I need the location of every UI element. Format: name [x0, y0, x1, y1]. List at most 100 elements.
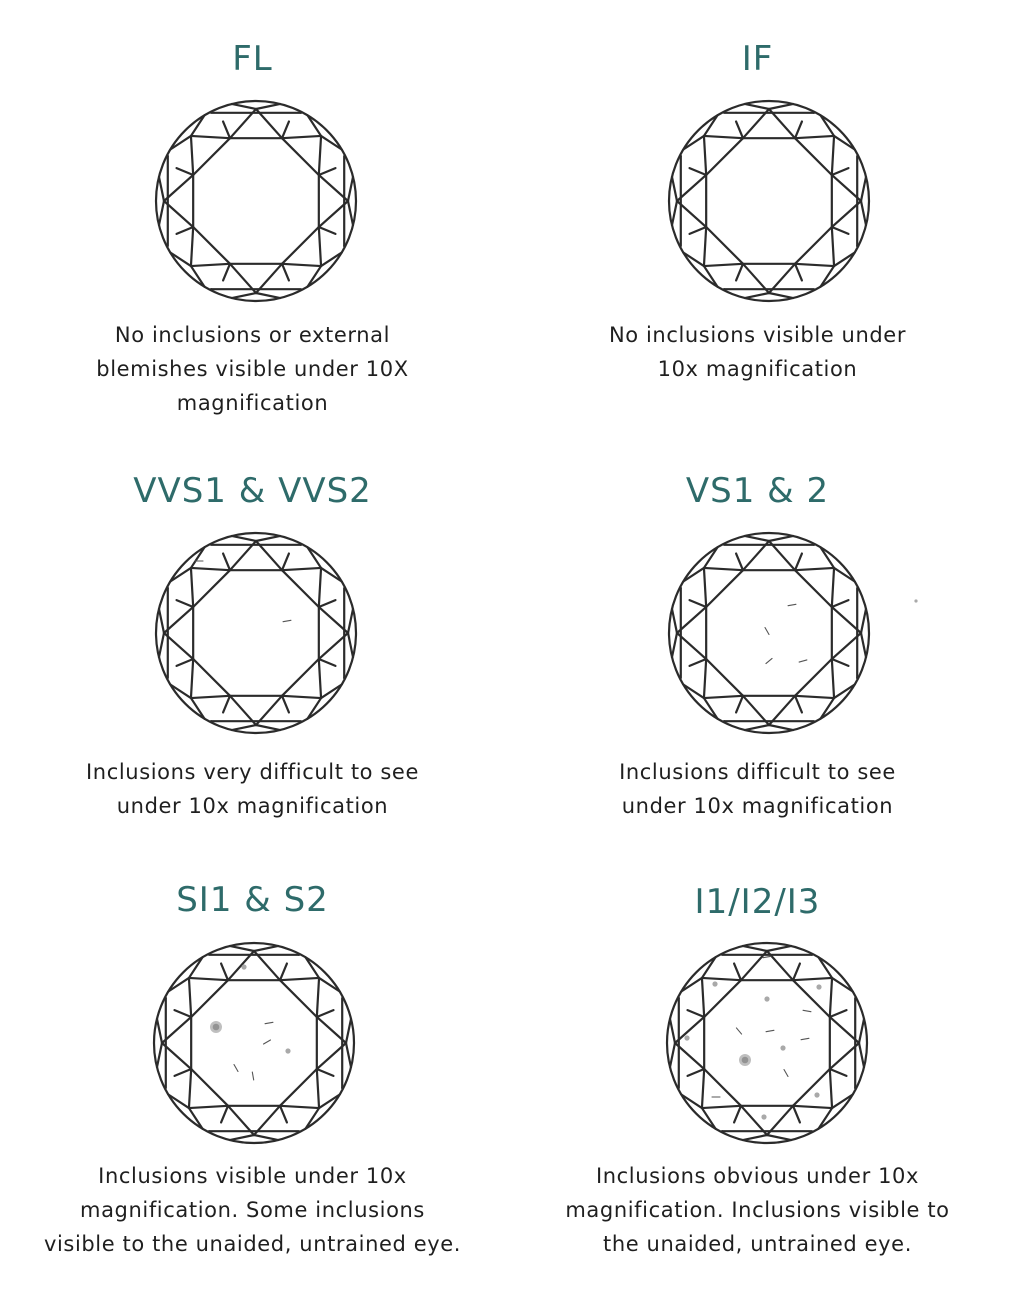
facet-line — [702, 566, 708, 609]
inclusion-dot — [761, 1114, 767, 1120]
facet-line — [169, 566, 193, 583]
facet-line — [702, 657, 708, 700]
facet-line — [830, 225, 850, 236]
facet-line — [702, 566, 745, 572]
description-line: magnification. Some inclusions — [80, 1198, 425, 1222]
facet-line — [828, 1067, 848, 1078]
facet-line — [793, 566, 836, 572]
facet-line — [688, 657, 708, 668]
facet-line — [175, 166, 195, 177]
facet-line — [700, 1106, 717, 1130]
facet-line — [189, 566, 195, 609]
facet-line — [175, 225, 195, 236]
facet-line — [344, 1017, 353, 1045]
facet-line — [705, 569, 745, 609]
facet-line — [830, 976, 854, 993]
facet-line — [278, 979, 318, 1019]
facet-line — [157, 607, 166, 635]
facet-line — [304, 1106, 321, 1130]
facet-line — [221, 120, 232, 140]
diamond-facets — [667, 531, 871, 735]
facet-line — [702, 134, 745, 140]
facet-line — [315, 1067, 321, 1110]
facet-line — [280, 262, 291, 282]
facet-line — [830, 566, 836, 609]
inclusion-dot — [814, 1092, 820, 1098]
facet-line — [280, 134, 323, 140]
facet-line — [189, 694, 232, 700]
grade-card-if: IF No inclusions visible under 10x magni… — [505, 0, 1010, 440]
facet-line — [819, 546, 836, 570]
diamond-diagram — [154, 531, 358, 735]
inclusion-mark — [798, 659, 808, 663]
facet-line — [319, 134, 343, 151]
facet-line — [668, 1041, 677, 1069]
facet-line — [221, 262, 232, 282]
facet-line — [280, 552, 291, 572]
inclusion-dot — [684, 1035, 690, 1041]
facet-line — [317, 1093, 341, 1110]
inclusion-mark — [233, 1063, 239, 1073]
facet-line — [306, 114, 323, 138]
facet-line — [668, 1017, 677, 1045]
diamond-facets — [667, 99, 871, 303]
facet-line — [767, 291, 795, 300]
facet-line — [702, 264, 719, 288]
facet-line — [857, 1017, 866, 1045]
facet-line — [167, 1093, 191, 1110]
facet-line — [688, 166, 708, 177]
facet-line — [187, 1067, 193, 1110]
inclusion-dot — [914, 599, 918, 603]
facet-line — [157, 199, 166, 227]
facet-line — [819, 264, 836, 288]
grade-description: No inclusions visible under 10x magnific… — [505, 318, 1010, 386]
facet-line — [700, 1067, 706, 1110]
facet-line — [859, 199, 868, 227]
facet-line — [346, 607, 355, 635]
facet-line — [686, 1067, 706, 1078]
facet-line — [734, 120, 745, 140]
facet-line — [791, 1067, 831, 1107]
description-line: magnification. Inclusions visible to — [565, 1198, 950, 1222]
facet-line — [346, 631, 355, 659]
facet-line — [859, 631, 868, 659]
inclusion-mark — [264, 1021, 274, 1025]
facet-line — [189, 134, 195, 177]
facet-line — [793, 569, 833, 609]
facet-line — [670, 631, 679, 659]
facet-line — [192, 657, 232, 697]
facet-line — [252, 944, 280, 953]
facet-line — [680, 976, 704, 993]
facet-line — [173, 1008, 193, 1019]
inclusion-cloud-core — [212, 1023, 220, 1031]
facet-line — [830, 225, 836, 268]
facet-line — [230, 723, 258, 732]
inclusion-mark — [764, 626, 770, 636]
grade-description: Inclusions difficult to see under 10x ma… — [505, 755, 1010, 823]
facet-line — [230, 534, 258, 543]
facet-line — [280, 694, 291, 714]
facet-line — [793, 262, 836, 268]
facet-line — [346, 175, 355, 203]
inclusion-group — [210, 964, 291, 1081]
grade-title: SI1 & S2 — [176, 880, 329, 920]
facet-line — [306, 696, 323, 720]
facet-line — [859, 607, 868, 635]
facet-line — [734, 552, 745, 572]
facet-line — [157, 175, 166, 203]
facet-line — [187, 956, 204, 980]
facet-line — [670, 607, 679, 635]
facet-line — [175, 598, 195, 609]
facet-line — [306, 264, 323, 288]
facet-line — [702, 134, 708, 177]
facet-line — [219, 1104, 230, 1124]
facet-line — [278, 1104, 321, 1110]
facet-line — [859, 175, 868, 203]
facet-line — [688, 598, 708, 609]
description-line: blemishes visible under 10X — [96, 357, 409, 381]
facet-line — [187, 976, 193, 1019]
facet-line — [765, 944, 793, 953]
grade-description: Inclusions very difficult to see under 1… — [0, 755, 505, 823]
facet-line — [767, 534, 795, 543]
description-line: Inclusions very difficult to see — [86, 760, 419, 784]
